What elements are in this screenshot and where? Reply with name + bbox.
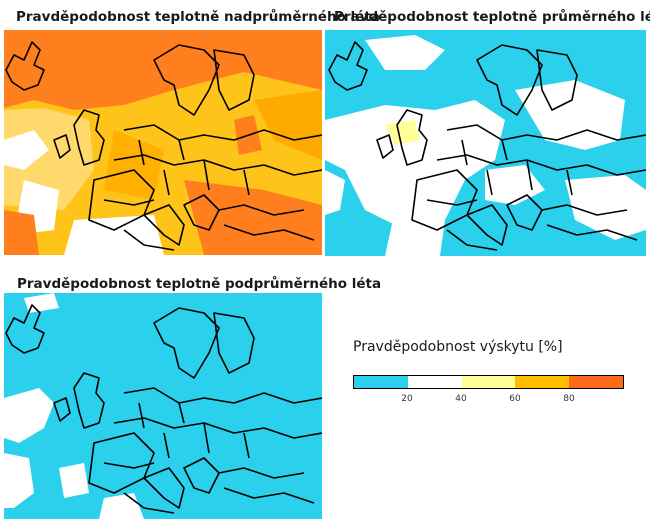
legend-swatch-60-80	[515, 376, 570, 388]
legend-tick-20: 20	[401, 394, 413, 404]
legend-tick-40: 40	[455, 394, 467, 404]
map-above	[4, 30, 322, 255]
map-below-svg	[4, 293, 322, 519]
map-normal	[325, 30, 646, 256]
legend-color-bar	[353, 375, 624, 389]
map-normal-svg	[325, 30, 646, 256]
map-above-svg	[4, 30, 322, 255]
legend-swatch-40-60	[461, 376, 516, 388]
legend-swatch-80-100	[569, 376, 623, 388]
map-title-above: Pravděpodobnost teplotně nadprůměrného l…	[16, 9, 380, 25]
map-below	[4, 293, 322, 519]
legend-tick-80: 80	[563, 394, 575, 404]
legend-swatch-20-40	[407, 376, 462, 388]
legend-swatch-0-20	[354, 376, 408, 388]
legend-title: Pravděpodobnost výskytu [%]	[353, 339, 563, 355]
map-title-below: Pravděpodobnost teplotně podprůměrného l…	[17, 276, 382, 292]
map-title-normal: Pravděpodobnost teplotně průměrného léta	[334, 9, 650, 25]
legend-tick-60: 60	[509, 394, 521, 404]
